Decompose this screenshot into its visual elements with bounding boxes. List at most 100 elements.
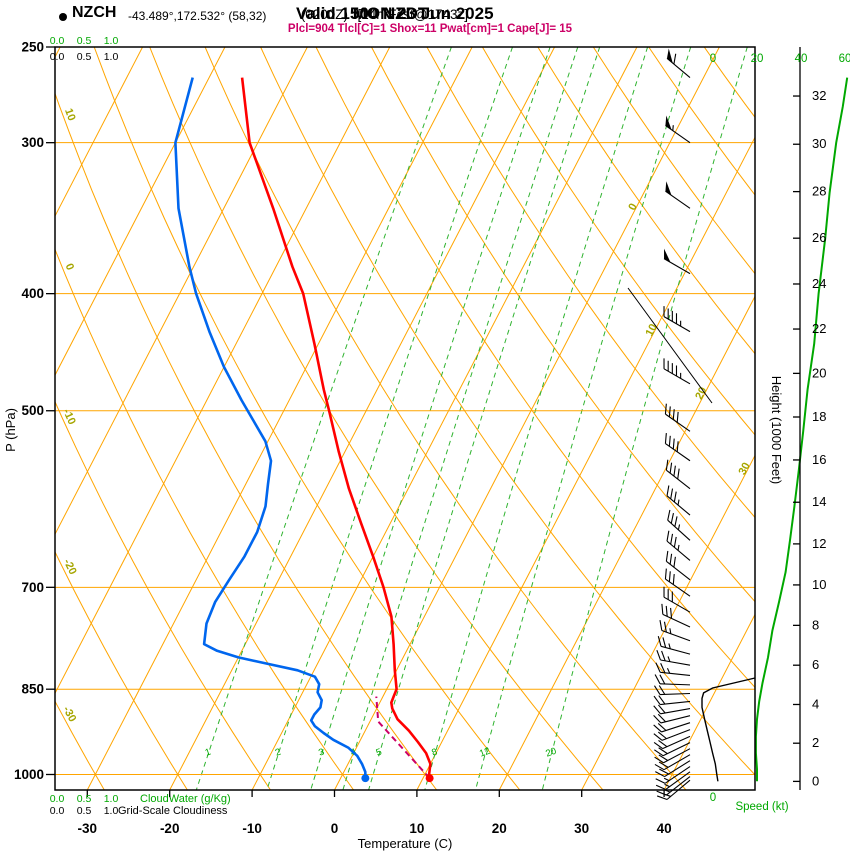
barb-full bbox=[654, 674, 661, 685]
temp-tick-label: -10 bbox=[242, 821, 262, 836]
barb-full bbox=[658, 761, 669, 768]
barb-full bbox=[665, 550, 669, 562]
dry-adiabat-label: -10 bbox=[60, 407, 77, 426]
dry-adiabat-line bbox=[93, 47, 521, 790]
wind-barb bbox=[663, 596, 691, 613]
wind-barb bbox=[666, 779, 691, 800]
dry-adiabat-line bbox=[537, 47, 755, 355]
wind-barb bbox=[665, 125, 691, 144]
barb-full bbox=[657, 713, 666, 723]
barb-full bbox=[663, 621, 667, 633]
dry-adiabat-line bbox=[481, 47, 755, 436]
barb-half bbox=[665, 794, 671, 797]
dry-adiabat-label: 10 bbox=[62, 107, 77, 123]
barb-full bbox=[673, 465, 676, 477]
wind-barb bbox=[667, 519, 691, 541]
barb-full bbox=[665, 605, 668, 617]
height-tick-label: 18 bbox=[812, 409, 826, 424]
isotherm-line bbox=[55, 47, 308, 536]
cloudiness-scale-tick: 0.5 bbox=[77, 805, 92, 817]
wind-barb bbox=[665, 771, 691, 790]
speed-tick-label: 20 bbox=[751, 53, 764, 65]
barb-full bbox=[665, 459, 669, 471]
aux-diagonal-line bbox=[627, 287, 713, 404]
barb-full bbox=[677, 468, 680, 480]
wind-barb bbox=[660, 671, 691, 676]
barb-full bbox=[673, 491, 677, 503]
mixing-ratio-line bbox=[424, 47, 649, 790]
pressure-tick-label: 850 bbox=[21, 682, 44, 697]
valid-time: Valid 1500 NZDT bbox=[296, 4, 429, 23]
isotherm-line bbox=[334, 47, 720, 790]
mixing-ratio-line bbox=[541, 47, 748, 790]
barb-full bbox=[658, 704, 666, 714]
valid-date: MON 23 Jun 2025 bbox=[352, 4, 494, 23]
dry-adiabat-line bbox=[149, 47, 604, 790]
isotherm-label: 30 bbox=[737, 461, 753, 477]
height-tick-label: 16 bbox=[812, 452, 826, 467]
height-tick-label: 20 bbox=[812, 365, 826, 380]
barb-full bbox=[672, 438, 675, 450]
barb-full bbox=[668, 406, 671, 417]
station-id: NZCH bbox=[72, 4, 117, 21]
barb-full bbox=[658, 754, 669, 761]
barb-half bbox=[667, 656, 671, 662]
barb-full bbox=[664, 433, 667, 444]
speed-tick-label: 40 bbox=[795, 53, 808, 65]
x-axis-title: Temperature (C) bbox=[358, 836, 453, 851]
barb-half bbox=[666, 668, 671, 674]
wind-barb bbox=[664, 760, 691, 778]
height-tick-label: 24 bbox=[812, 276, 826, 291]
forecast-hour: [14hrFcst@1743z] bbox=[357, 7, 468, 22]
temp-tick-label: 40 bbox=[657, 821, 672, 836]
barb-full bbox=[655, 784, 666, 790]
barb-full bbox=[668, 571, 671, 582]
barb-full bbox=[670, 607, 673, 619]
wind-barb bbox=[666, 560, 691, 581]
mixing-ratio-label: 8 bbox=[430, 747, 439, 759]
height-tick-label: 4 bbox=[812, 696, 819, 711]
wind-barb bbox=[663, 754, 691, 771]
cloudiness-scale-tick: 0.5 bbox=[77, 51, 92, 63]
barb-full bbox=[673, 53, 677, 65]
barb-full bbox=[655, 662, 661, 673]
isotherm-label: 10 bbox=[644, 322, 660, 338]
valid-utc: (0200Z) bbox=[300, 7, 349, 22]
speed-tick-label: 0 bbox=[710, 53, 716, 65]
height-tick-label: 22 bbox=[812, 321, 826, 336]
barb-full bbox=[658, 695, 666, 705]
mixing-ratio-label: 20 bbox=[544, 746, 558, 760]
barb-pennant bbox=[665, 181, 672, 196]
barb-full bbox=[657, 636, 662, 647]
mixing-ratio-label: 3 bbox=[317, 747, 326, 759]
barb-full bbox=[659, 620, 663, 631]
isotherm-line bbox=[55, 47, 144, 218]
mixing-ratio-label: 1 bbox=[204, 747, 213, 759]
wind-barb bbox=[665, 413, 691, 432]
barb-full bbox=[662, 637, 667, 648]
isotherm-line bbox=[169, 47, 556, 790]
barb-full bbox=[653, 715, 662, 724]
wind-barb bbox=[660, 700, 691, 706]
barb-full bbox=[653, 741, 663, 750]
wind-barb bbox=[662, 613, 691, 628]
pressure-tick-label: 300 bbox=[21, 135, 44, 150]
dry-adiabat-line bbox=[55, 92, 438, 790]
surface-temp-dot bbox=[425, 774, 434, 783]
wind-barb bbox=[666, 469, 691, 490]
barb-full bbox=[673, 536, 677, 548]
cloudwater-scale-tick: 0.0 bbox=[50, 793, 65, 805]
pressure-tick-label: 1000 bbox=[14, 767, 44, 782]
barb-full bbox=[661, 650, 666, 662]
dry-adiabat-line bbox=[315, 47, 755, 689]
barb-full bbox=[667, 509, 671, 521]
isotherm-line bbox=[55, 47, 226, 377]
barb-full bbox=[657, 723, 667, 731]
wind-barb bbox=[663, 368, 691, 385]
height-tick-label: 26 bbox=[812, 230, 826, 245]
barb-full bbox=[670, 533, 674, 545]
barb-full bbox=[668, 435, 671, 447]
wind-barb bbox=[665, 190, 691, 209]
barb-full bbox=[653, 724, 662, 733]
dry-adiabat-line bbox=[371, 47, 755, 603]
